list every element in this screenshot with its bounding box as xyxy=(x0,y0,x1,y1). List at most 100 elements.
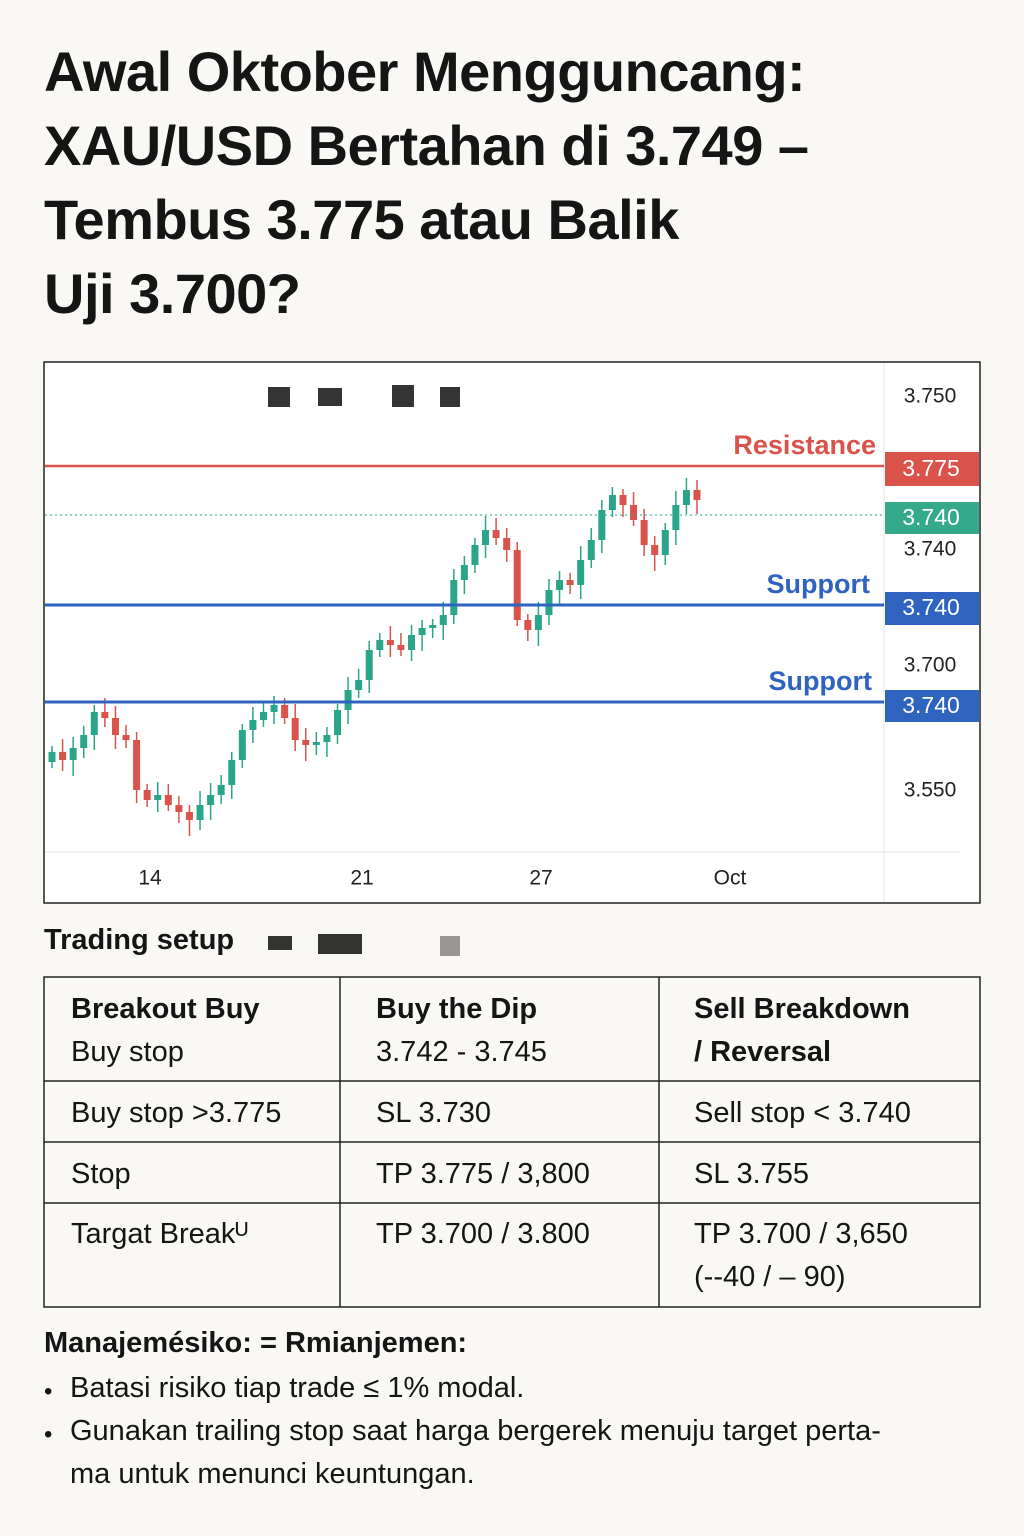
candle-body xyxy=(101,712,109,718)
table-cell: TP 3.700 / 3,650 xyxy=(694,1218,908,1250)
candle-body xyxy=(207,795,215,805)
table-cell: Buy stop >3.775 xyxy=(71,1097,282,1129)
candle-body xyxy=(418,628,426,635)
candle-body xyxy=(270,705,278,712)
table-header: Breakout Buy xyxy=(71,993,260,1025)
candle-body xyxy=(651,545,659,555)
candle-body xyxy=(333,710,341,735)
candle-body xyxy=(175,805,183,812)
candle-body xyxy=(164,795,172,805)
candle-body xyxy=(598,510,606,540)
candle-body xyxy=(556,580,564,590)
bullet: • xyxy=(44,1378,53,1405)
candle-body xyxy=(534,615,542,630)
table-header: Sell Breakdown xyxy=(694,993,910,1025)
candle-body xyxy=(281,705,289,718)
section-heading: Manajemésiko: = Rmianjemen: xyxy=(44,1327,468,1359)
title-line: XAU/USD Bertahan di 3.749 – xyxy=(44,114,809,177)
list-item: Gunakan trailing stop saat harga bergere… xyxy=(70,1415,881,1447)
candle-body xyxy=(122,735,130,740)
candle-body xyxy=(408,635,416,650)
table-cell: Sell stop < 3.740 xyxy=(694,1097,911,1129)
candle-body xyxy=(630,505,638,520)
table-cell: Stop xyxy=(71,1158,131,1190)
x-axis-label: Oct xyxy=(714,867,747,890)
table-header: / Reversal xyxy=(694,1036,832,1068)
title-line: Awal Oktober Mengguncang: xyxy=(44,40,806,103)
price-tag xyxy=(885,690,979,722)
obscured-text xyxy=(268,934,460,956)
candles xyxy=(48,478,701,836)
y-axis-label: 3.750 xyxy=(904,385,957,408)
table-cell: TP 3.775 / 3,800 xyxy=(376,1158,590,1190)
table-cell: TP 3.700 / 3.800 xyxy=(376,1218,590,1250)
candle-body xyxy=(439,615,447,625)
candle-body xyxy=(355,680,363,690)
table-cell: (--40 / – 90) xyxy=(694,1261,846,1293)
candle-body xyxy=(80,735,88,748)
candle-body xyxy=(133,740,141,790)
y-axis-label: 3.550 xyxy=(904,779,957,802)
table-grid xyxy=(43,976,981,1308)
candle-body xyxy=(492,530,500,538)
table-cell: SL 3.730 xyxy=(376,1097,492,1129)
price-tag xyxy=(885,502,979,534)
candle-body xyxy=(59,752,67,760)
x-axis-label: 27 xyxy=(529,867,552,890)
candle-body xyxy=(587,540,595,560)
list-item: Batasi risiko tiap trade ≤ 1% modal. xyxy=(70,1372,525,1404)
y-axis-label: 3.740 xyxy=(904,538,957,561)
table-header-sub: Buy stop xyxy=(71,1036,184,1068)
candle-body xyxy=(619,495,627,505)
candle-body xyxy=(217,785,225,795)
candle-body xyxy=(228,760,236,785)
candle-body xyxy=(323,735,331,742)
list-item: ma untuk menunci keuntungan. xyxy=(70,1458,475,1490)
candle-body xyxy=(386,640,394,645)
bullet: • xyxy=(44,1421,53,1448)
title-line: Tembus 3.775 atau Balik xyxy=(44,188,679,251)
price-tag-label: 3.740 xyxy=(902,594,960,620)
price-tag-label: 3.740 xyxy=(902,504,960,530)
candle-body xyxy=(90,712,98,735)
candle-body xyxy=(471,545,479,565)
x-axis-label: 14 xyxy=(138,867,162,890)
title-line: Uji 3.700? xyxy=(44,262,301,325)
price-tag xyxy=(885,452,979,486)
candle-body xyxy=(640,520,648,545)
table-cell: SL 3.755 xyxy=(694,1158,810,1190)
candle-body xyxy=(291,718,299,740)
candle-body xyxy=(482,530,490,545)
section-heading: Trading setup xyxy=(44,924,235,956)
table-cell: Targat Breakᵁ xyxy=(71,1218,248,1250)
candle-body xyxy=(672,505,680,530)
level-name: Resistance xyxy=(733,430,876,460)
candle-body xyxy=(302,740,310,745)
candle-body xyxy=(661,530,669,555)
candle-body xyxy=(185,812,193,820)
price-tag xyxy=(885,592,979,625)
candle-body xyxy=(460,565,468,580)
candle-body xyxy=(48,752,56,762)
candle-body xyxy=(154,795,162,800)
candle-body xyxy=(376,640,384,650)
candle-body xyxy=(566,580,574,585)
candle-body xyxy=(312,742,320,745)
table-header: Buy the Dip xyxy=(376,993,538,1025)
price-tag-label: 3.740 xyxy=(902,692,960,718)
candle-body xyxy=(577,560,585,585)
candle-body xyxy=(111,718,119,735)
level-name: Support xyxy=(767,569,870,599)
candle-body xyxy=(513,550,521,620)
obscured-text xyxy=(268,385,460,407)
candle-body xyxy=(682,490,690,505)
y-axis-label: 3.700 xyxy=(904,654,957,677)
candle-body xyxy=(249,720,257,730)
candle-body xyxy=(143,790,151,800)
candle-body xyxy=(545,590,553,615)
candle-body xyxy=(608,495,616,510)
price-tag-label: 3.775 xyxy=(902,455,960,481)
